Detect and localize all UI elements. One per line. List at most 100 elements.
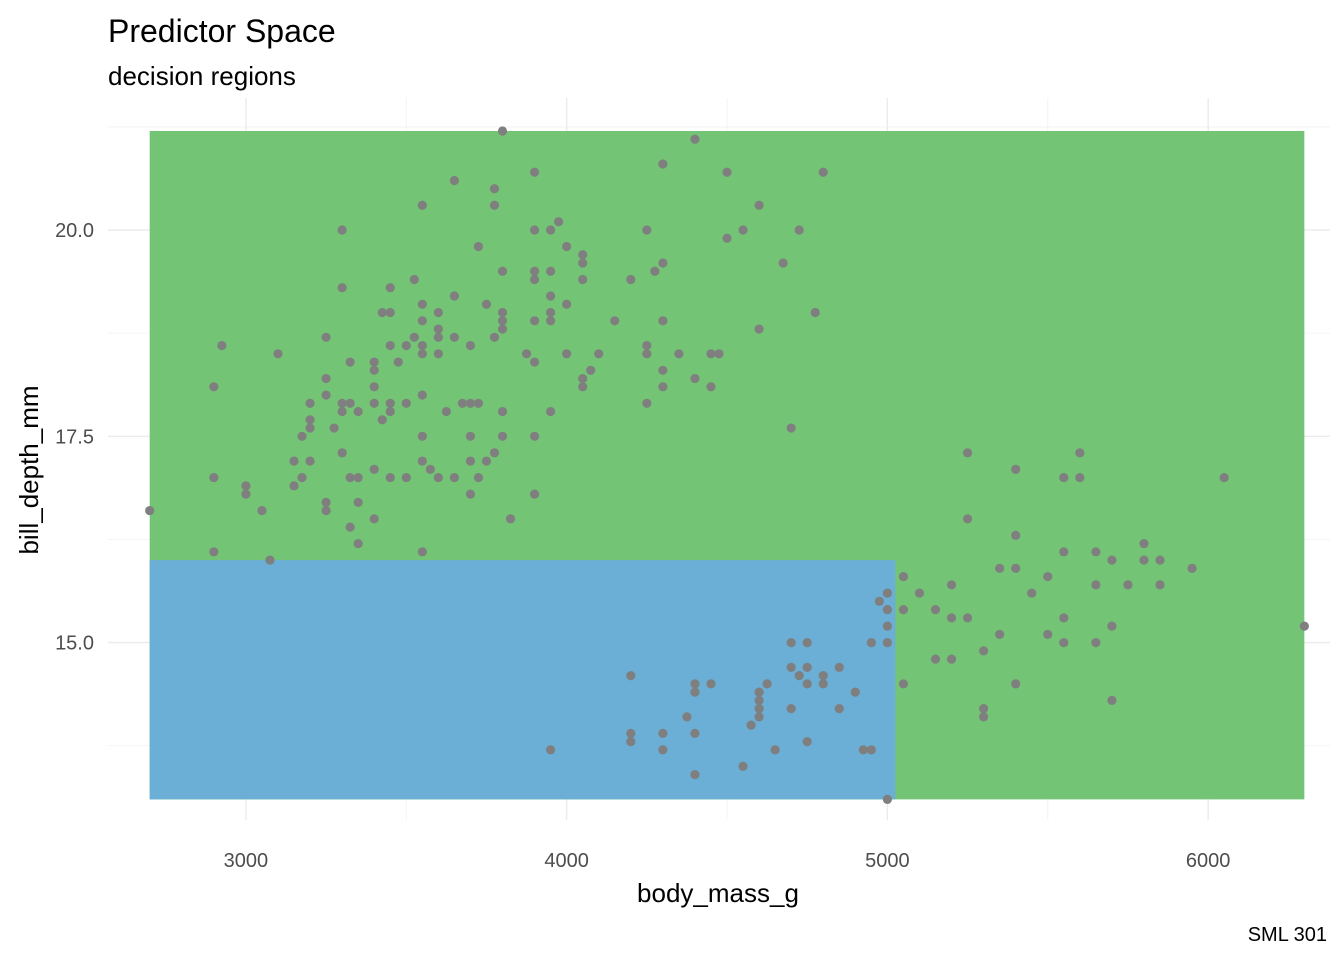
data-point [754,704,764,714]
data-point [898,571,909,582]
data-point [449,332,459,342]
data-point [546,225,556,235]
data-point [578,373,588,384]
data-point [658,728,668,738]
data-point [1107,555,1117,565]
data-point [377,415,387,425]
data-point [546,266,556,276]
data-point [385,472,395,483]
data-point [882,637,892,648]
data-point [770,745,780,755]
data-point [337,283,347,293]
data-point [995,563,1005,573]
data-point [273,349,283,359]
data-point [866,637,876,648]
data-point [209,472,219,483]
data-point [473,241,484,252]
data-point [489,184,500,194]
data-point [738,761,748,771]
data-point [1139,555,1149,565]
data-point [217,340,227,351]
data-point [882,604,892,615]
data-point [1043,571,1053,582]
data-point [1091,637,1101,648]
y-axis-title: bill_depth_mm [14,385,44,554]
decision-regions [149,131,1305,800]
data-point [1011,530,1021,540]
data-point [690,679,700,689]
data-point [882,794,892,804]
data-point [321,390,331,400]
data-point [658,382,668,392]
data-point [546,406,556,417]
data-point [930,654,941,664]
data-point [802,737,812,747]
data-point [1059,547,1069,557]
x-axis-title: body_mass_g [637,878,799,908]
data-point [962,613,973,623]
data-point [578,382,588,392]
data-point [1043,629,1053,639]
data-point [305,415,315,425]
data-point [626,274,636,285]
data-point [473,472,484,483]
data-point [489,332,500,342]
data-point [562,299,572,309]
data-point [650,266,660,276]
data-point [1107,695,1117,705]
data-point [882,588,892,598]
data-point [930,604,941,615]
data-point [979,704,989,714]
data-point [465,456,476,466]
data-point [369,464,379,474]
data-point [1011,563,1021,573]
data-point [754,324,764,334]
data-point [554,217,564,227]
data-point [802,662,812,672]
data-point [1299,621,1309,631]
data-point [321,497,331,507]
data-point [345,398,355,408]
data-point [465,431,476,441]
data-point [979,712,989,722]
data-point [946,654,957,664]
data-point [417,547,427,557]
data-point [489,200,500,210]
data-point [762,679,772,689]
data-point [714,349,724,359]
data-point [786,662,796,672]
data-point [209,547,219,557]
data-point [329,423,339,433]
data-point [722,167,732,177]
data-point [586,365,596,375]
data-point [449,175,459,186]
data-point [898,604,909,615]
data-point [401,472,411,483]
data-point [706,349,716,359]
data-point [321,373,331,384]
data-point [369,398,379,408]
data-point [1219,472,1229,483]
data-point [962,448,973,458]
data-point [658,365,668,375]
data-point [417,340,427,351]
data-point [505,514,516,524]
data-point [457,398,468,408]
data-point [754,687,764,697]
data-point [642,349,652,359]
data-point [433,307,443,318]
data-point [401,340,411,351]
chart-title: Predictor Space [108,13,336,49]
data-point [1139,538,1149,549]
data-point [594,349,604,359]
data-point [345,357,355,367]
data-point [441,406,451,417]
data-point [882,621,892,631]
data-point [209,382,219,392]
data-point [433,324,443,334]
data-point [834,704,844,714]
data-point [690,687,700,697]
data-point [1027,588,1037,598]
data-point [257,505,267,516]
